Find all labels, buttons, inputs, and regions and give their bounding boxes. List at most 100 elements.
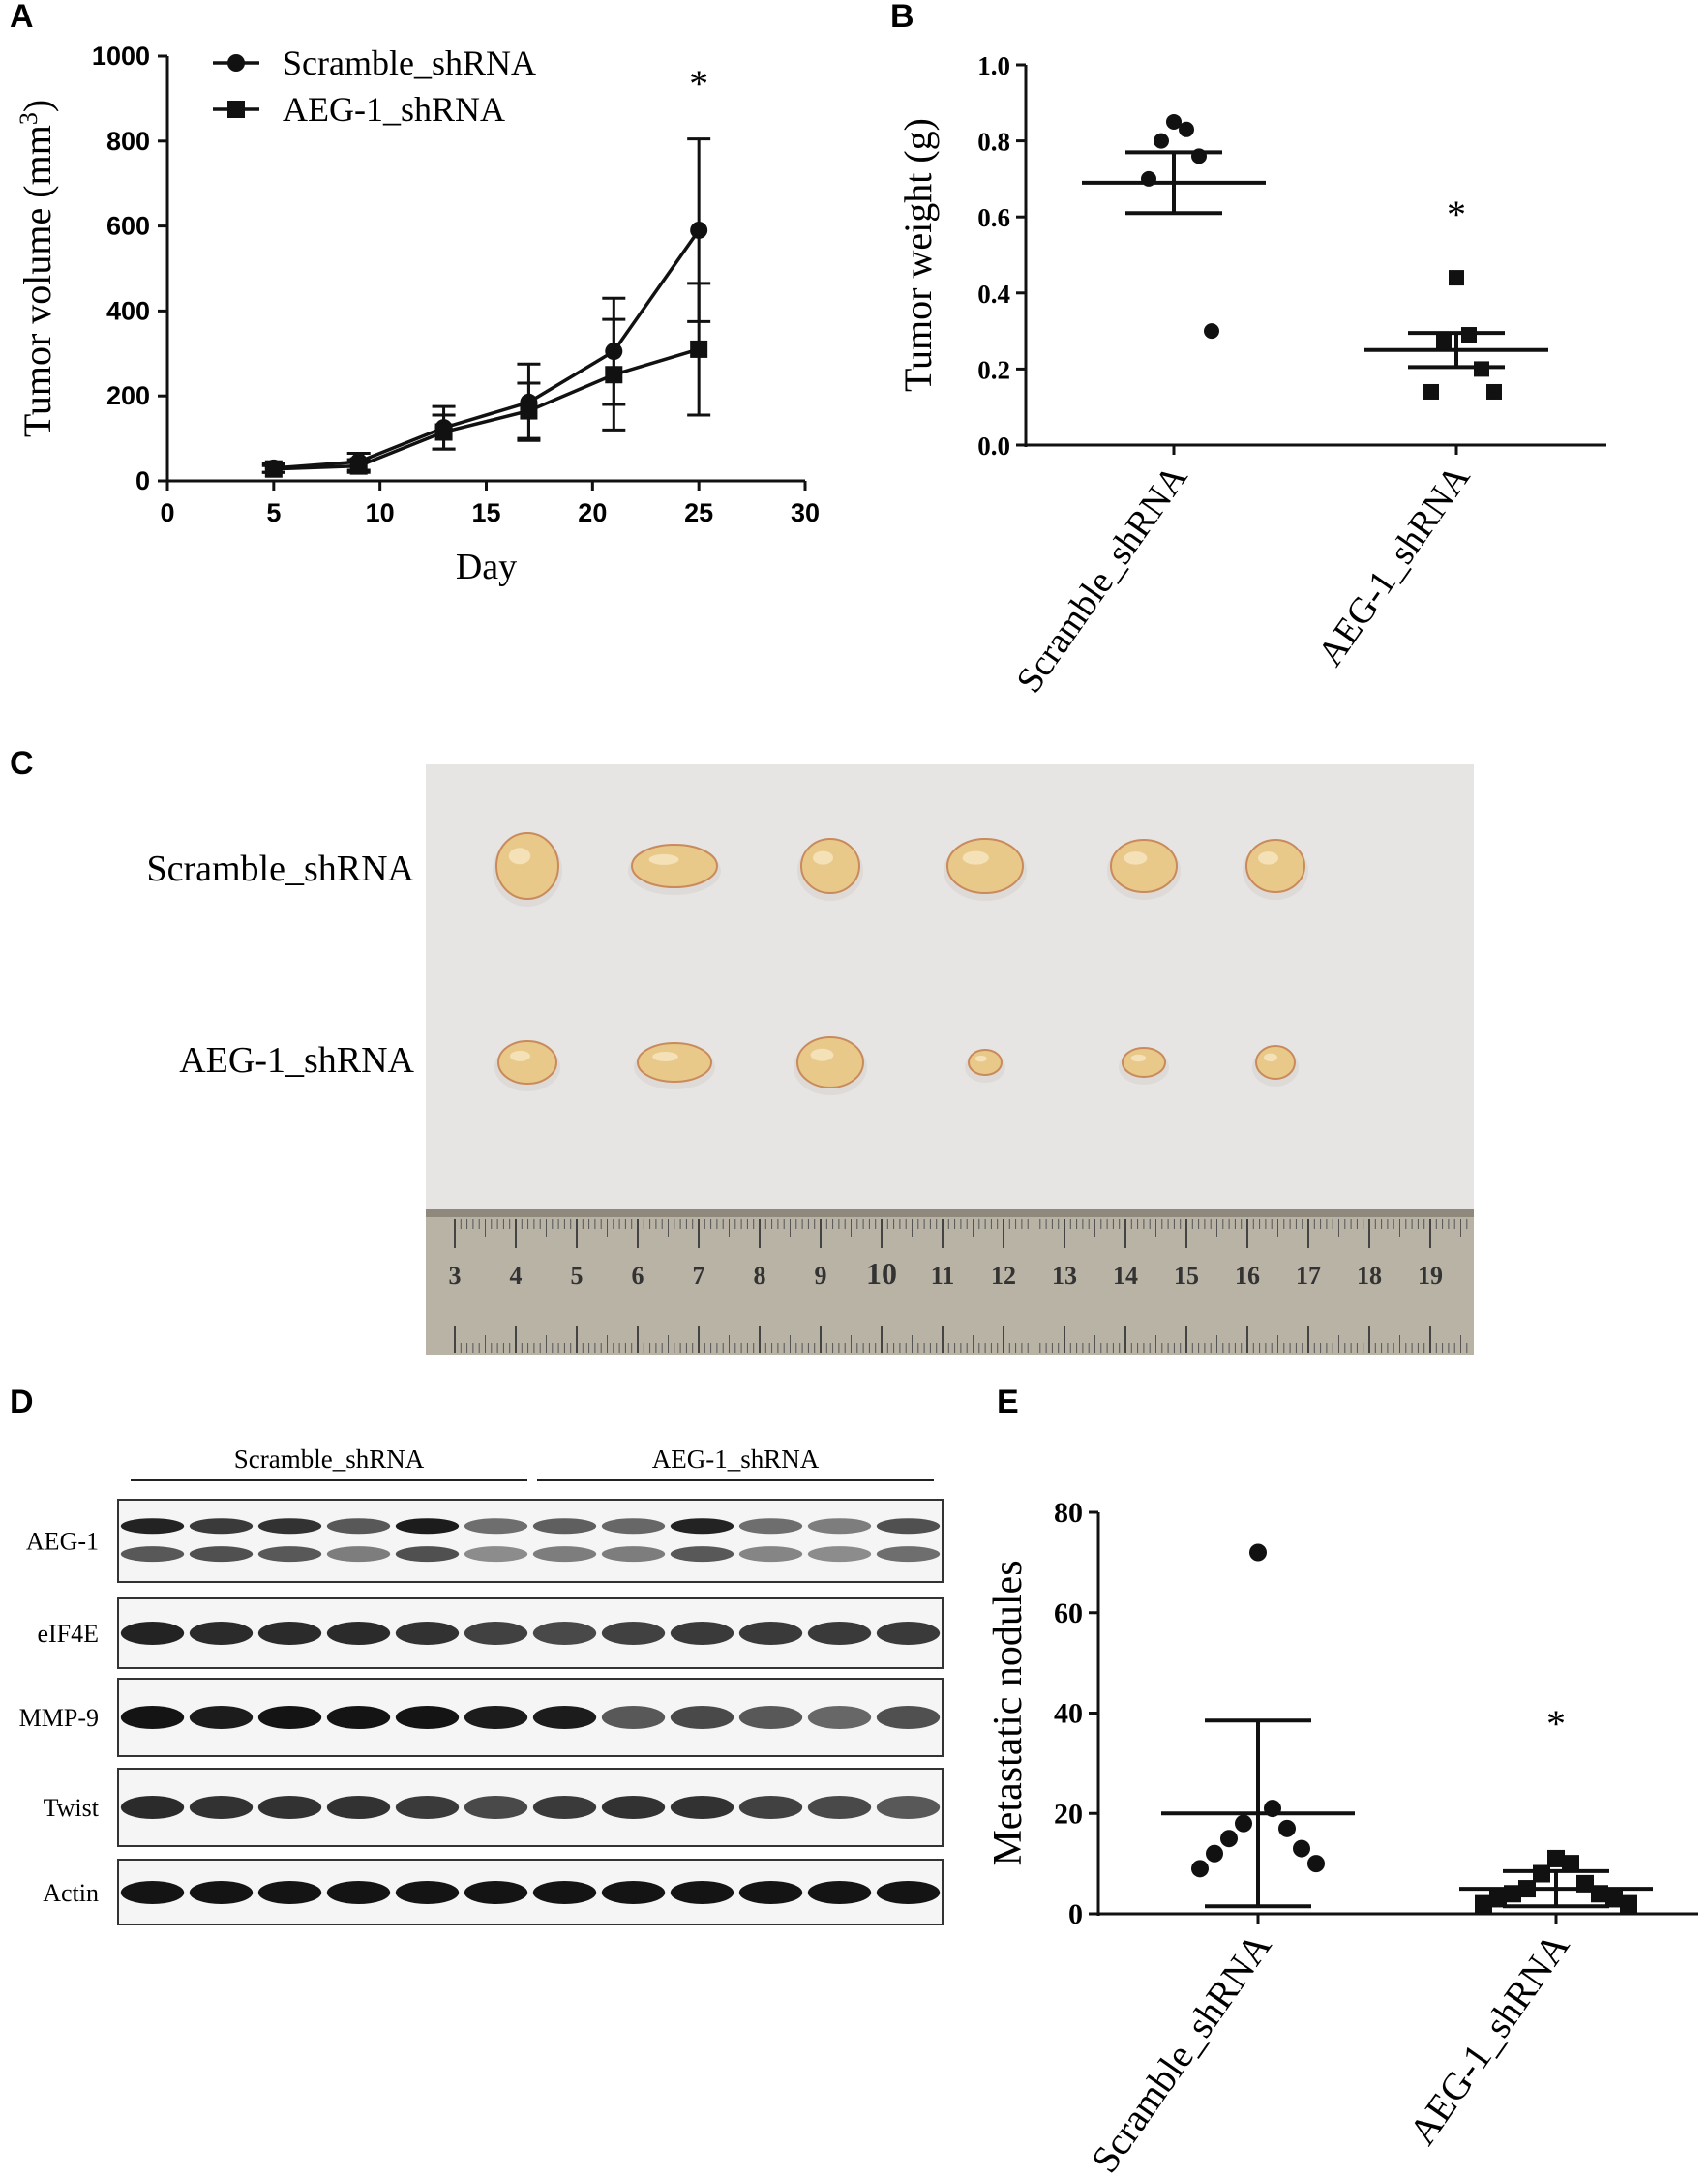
blot-band: [601, 1518, 666, 1535]
photo-tumor-scramble: [946, 838, 1024, 894]
a-x-tick-label: 0: [160, 498, 174, 527]
blot-band: [464, 1622, 528, 1645]
photo-tumor-scramble: [800, 838, 860, 894]
e-data-point: [1220, 1830, 1238, 1848]
b-data-point: [1204, 323, 1219, 340]
photo-tumor-highlight: [810, 1048, 834, 1061]
photo-tumor-scramble: [631, 844, 718, 888]
a-y-tick-label: 600: [106, 212, 150, 241]
b-data-point: [1461, 327, 1477, 343]
e-y-tick-label: 0: [1068, 1898, 1083, 1930]
photo-tumor-aeg1: [637, 1042, 712, 1083]
photo-tumor-highlight: [1124, 851, 1148, 865]
blot-band: [807, 1881, 872, 1904]
ruler-number: 11: [931, 1262, 955, 1290]
e-y-tick-label: 40: [1054, 1698, 1083, 1730]
ruler-number: 19: [1418, 1262, 1443, 1290]
blot-band: [738, 1796, 803, 1819]
photo-tumor-scramble: [495, 832, 559, 900]
ruler-number: 9: [815, 1262, 827, 1290]
blot-box-eif4e: [117, 1597, 944, 1669]
blot-band: [807, 1796, 872, 1819]
blot-band: [257, 1546, 322, 1563]
a-data-point: [690, 340, 708, 358]
photo-tumor-scramble: [1110, 839, 1178, 893]
blot-band: [532, 1546, 597, 1563]
panel-c-tumor-photo: C Scramble_shRNA AEG-1_shRNA 3 4 5 6 7 8 9 10 11…: [10, 745, 1474, 1355]
blot-band: [395, 1622, 460, 1645]
blot-band: [601, 1706, 666, 1729]
photo-tumor-highlight: [974, 1055, 987, 1062]
ruler-number: 5: [571, 1262, 584, 1290]
ruler-number: 16: [1235, 1262, 1260, 1290]
blot-band: [601, 1622, 666, 1645]
a-x-tick-label: 25: [684, 498, 713, 527]
blot-band: [807, 1622, 872, 1645]
blot-band: [189, 1881, 254, 1904]
blot-band: [876, 1706, 941, 1729]
blot-band: [601, 1546, 666, 1563]
blot-band: [395, 1706, 460, 1729]
panel-b-dot-plot: B 0.0 0.2 0.4 0.6 0.8 1.0 Tumor weight (g) Scra…: [890, 0, 1606, 701]
blot-band: [189, 1622, 254, 1645]
b-data-point: [1179, 121, 1194, 137]
b-y-tick-label: 0.0: [977, 432, 1010, 461]
panel-d-letter: D: [10, 1384, 34, 1420]
panel-e-dot-plot: E 0 20 40 60 80 Metastatic nodules Scramble_sh…: [986, 1384, 1698, 2177]
blot-band: [532, 1881, 597, 1904]
photo-tumor-highlight: [508, 848, 531, 865]
photo-tumor-highlight: [1130, 1054, 1147, 1062]
e-data-point: [1576, 1874, 1594, 1893]
a-x-tick-label: 15: [471, 498, 500, 527]
blot-band: [257, 1706, 322, 1729]
a-data-point: [349, 457, 368, 475]
blot-band: [876, 1881, 941, 1904]
photo-tumor-highlight: [1258, 851, 1278, 865]
b-data-point: [1191, 148, 1207, 164]
blot-protein-label: MMP-9: [19, 1704, 99, 1732]
ruler-number: 12: [991, 1262, 1016, 1290]
a-x-tick-label: 10: [366, 498, 395, 527]
e-data-point: [1605, 1890, 1623, 1908]
e-data-point: [1264, 1800, 1281, 1818]
blot-band: [257, 1881, 322, 1904]
e-data-point: [1547, 1849, 1565, 1867]
blot-band: [670, 1622, 734, 1645]
blot-band: [395, 1881, 460, 1904]
blot-group-label-aeg1: AEG-1_shRNA: [652, 1445, 820, 1474]
blot-protein-label: AEG-1: [26, 1528, 99, 1556]
blot-protein-label: Twist: [44, 1794, 100, 1822]
b-y-tick-label: 1.0: [977, 51, 1010, 80]
a-y-tick-label: 1000: [92, 42, 150, 71]
blot-band: [738, 1622, 803, 1645]
blot-band: [876, 1546, 941, 1563]
e-data-point: [1206, 1844, 1223, 1863]
b-data-point: [1449, 270, 1464, 286]
blot-band: [120, 1518, 185, 1535]
panel-e-letter: E: [997, 1384, 1019, 1420]
blot-band: [326, 1546, 391, 1563]
panel-a-letter: A: [10, 0, 34, 35]
blot-band: [738, 1518, 803, 1535]
e-significance-star: *: [1546, 1702, 1566, 1745]
a-y-tick-label: 800: [106, 127, 150, 156]
blot-band: [257, 1622, 322, 1645]
blot-band: [876, 1622, 941, 1645]
photo-tumor-highlight: [962, 850, 989, 865]
blot-band: [189, 1518, 254, 1535]
blot-group-label-scramble: Scramble_shRNA: [234, 1445, 425, 1474]
b-y-tick-label: 0.2: [977, 355, 1010, 384]
b-data-point: [1166, 113, 1182, 130]
photo-row-label-scramble: Scramble_shRNA: [146, 849, 414, 889]
a-series-line-0: [273, 228, 701, 470]
ruler-number: 13: [1052, 1262, 1077, 1290]
blot-band: [189, 1796, 254, 1819]
blot-band: [532, 1796, 597, 1819]
blot-band: [532, 1518, 597, 1535]
a-x-tick-label: 30: [791, 498, 820, 527]
a-y-axis-label: Tumor volume (mm3): [15, 100, 60, 437]
b-y-tick-label: 0.8: [977, 128, 1010, 157]
blot-band: [120, 1881, 185, 1904]
panel-a-line-chart: A 0 5 10 15 20 25 30 0 200 400 600 800 1000 Day Tumor …: [10, 0, 820, 587]
